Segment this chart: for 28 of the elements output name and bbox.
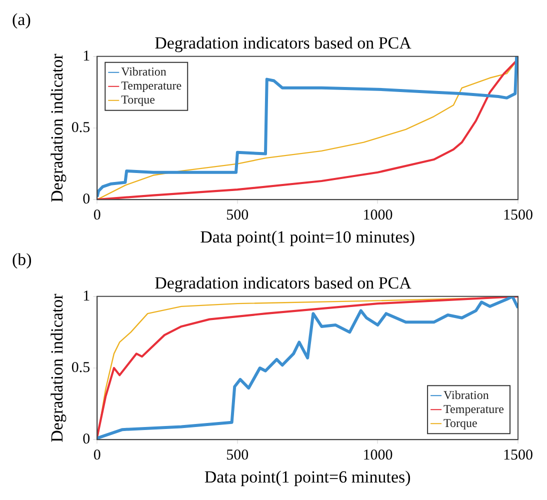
x-tick-label: 0 <box>93 448 101 464</box>
legend-label: Temperature <box>121 78 182 93</box>
y-axis-title: Degradation indicator <box>48 293 67 442</box>
y-tick-label: 0 <box>82 432 90 448</box>
y-tick-label: 0.5 <box>71 120 90 136</box>
x-tick-label: 1500 <box>503 448 533 464</box>
y-tick-label: 0.5 <box>71 360 90 376</box>
chart-title: Degradation indicators based on PCA <box>154 34 412 53</box>
x-tick-label: 1000 <box>362 208 393 224</box>
y-tick-label: 1 <box>82 288 90 304</box>
legend-label: Vibration <box>121 64 166 79</box>
x-axis-title: Data point(1 point=10 minutes) <box>200 227 416 246</box>
y-axis-title: Degradation indicator <box>48 53 67 202</box>
x-tick-label: 1500 <box>503 208 533 224</box>
text: (a) <box>12 10 31 29</box>
x-tick-label: 500 <box>226 208 249 224</box>
x-axis-title: Data point(1 point=6 minutes) <box>204 467 411 486</box>
legend-label: Torque <box>121 92 155 107</box>
y-tick-label: 0 <box>82 192 90 208</box>
y-tick-label: 1 <box>82 48 90 64</box>
x-tick-label: 1000 <box>362 448 393 464</box>
legend-label: Temperature <box>444 402 504 416</box>
x-tick-label: 0 <box>93 208 101 224</box>
chart-title: Degradation indicators based on PCA <box>154 274 412 293</box>
x-tick-label: 500 <box>226 448 249 464</box>
legend-label: Torque <box>444 416 478 430</box>
legend-label: Vibration <box>444 388 489 402</box>
text: (b) <box>12 250 32 269</box>
